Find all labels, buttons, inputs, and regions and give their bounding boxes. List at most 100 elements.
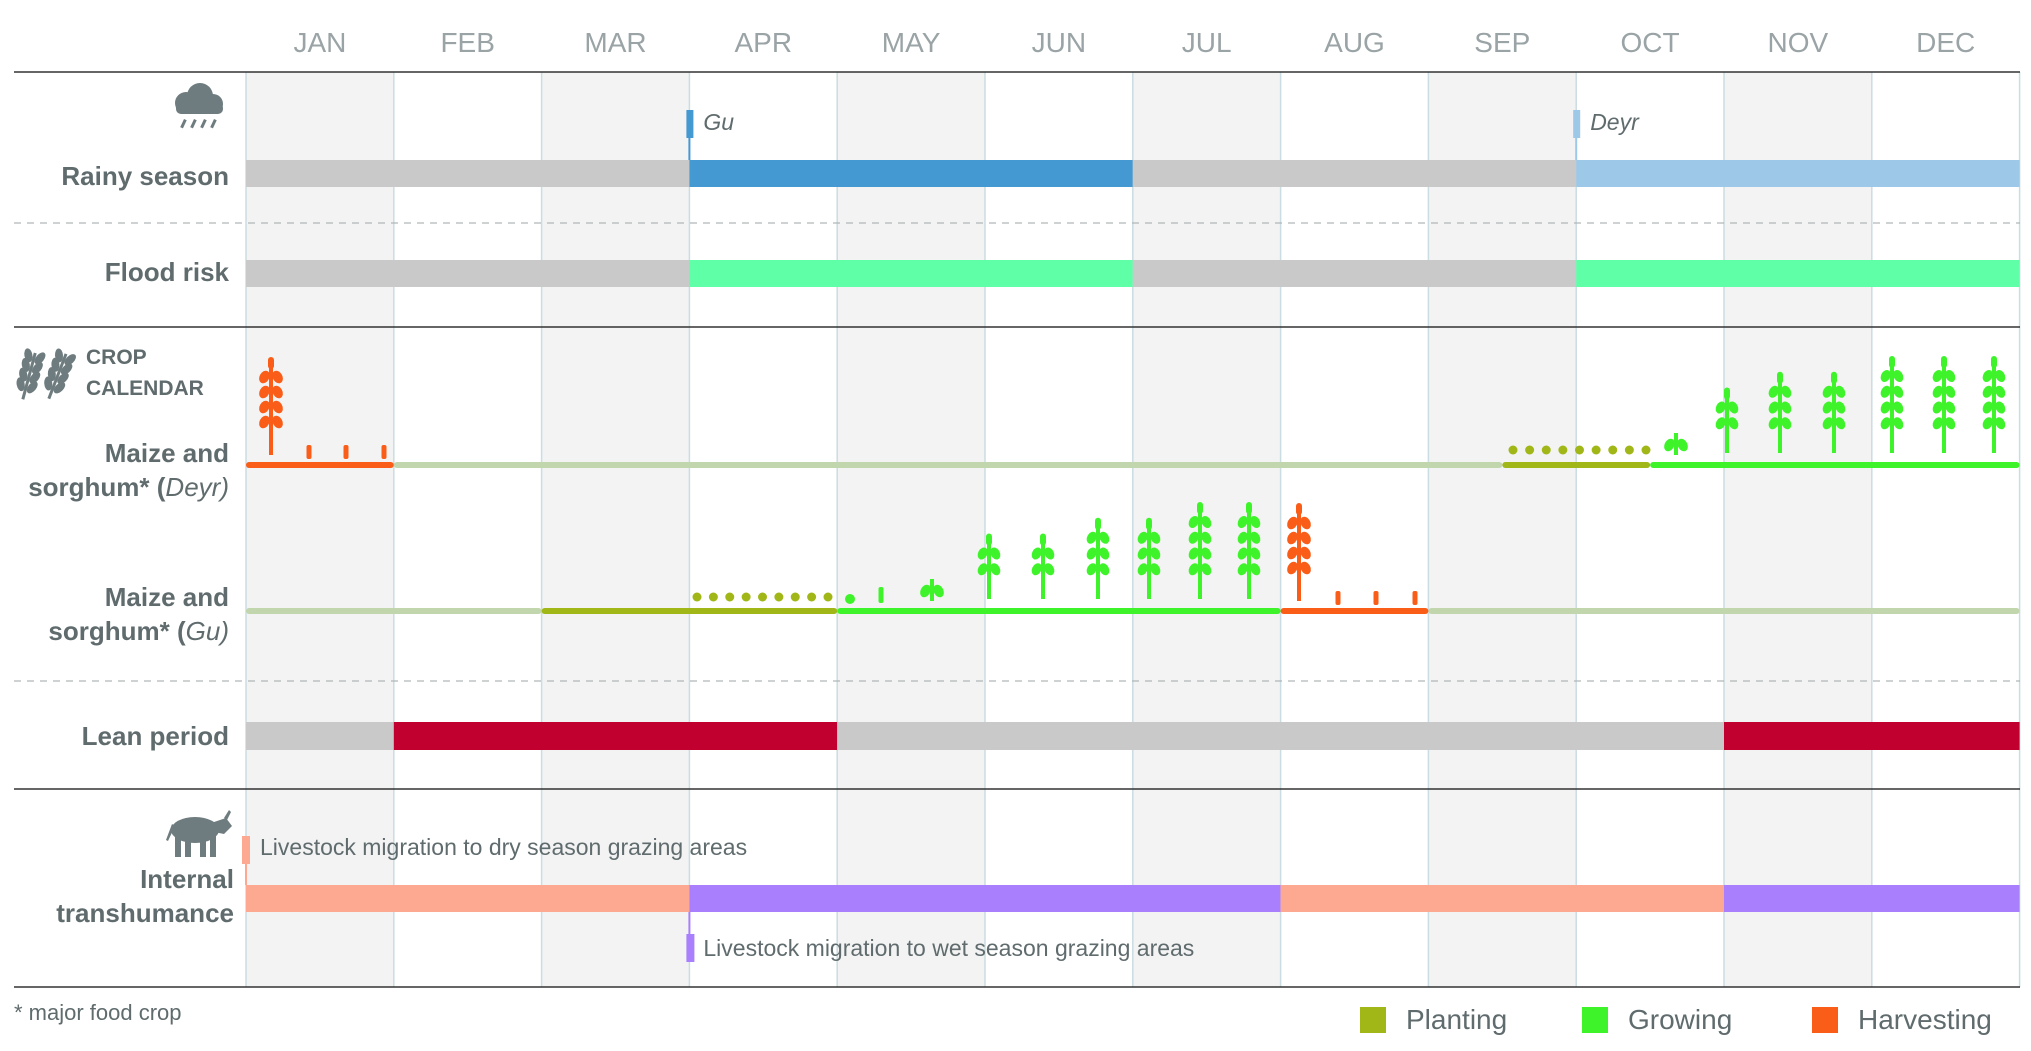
leaf-right bbox=[1995, 370, 2006, 382]
leaf-right bbox=[1044, 547, 1055, 560]
leaf-right bbox=[1893, 417, 1904, 430]
leaf-left bbox=[1086, 531, 1097, 544]
planting-dot bbox=[725, 592, 735, 602]
deyr-growing-plant-icon-2 bbox=[1715, 387, 1739, 453]
leaf-right bbox=[1728, 401, 1739, 414]
grain bbox=[44, 376, 53, 391]
gu-crop-label-text: sorghum* ( bbox=[48, 616, 186, 646]
deyr-harvest-ear-icon bbox=[259, 357, 283, 455]
deyr-stubble-1 bbox=[306, 445, 312, 459]
plant-tip bbox=[1777, 371, 1783, 384]
leaf-right bbox=[1945, 417, 1956, 430]
gu-harvest-ear-icon bbox=[1287, 503, 1311, 601]
leaf-left bbox=[259, 370, 270, 384]
month-shade-may bbox=[837, 72, 985, 987]
leaf-right bbox=[272, 370, 283, 384]
transhumance-wet-bar bbox=[689, 885, 1281, 912]
seedling-stem bbox=[930, 579, 934, 601]
planting-dot bbox=[708, 592, 718, 602]
leaf-right bbox=[1835, 417, 1846, 430]
month-shade-nov bbox=[1724, 72, 1872, 987]
planting-dot bbox=[692, 592, 702, 602]
deyr-marker bbox=[1573, 110, 1581, 138]
plant-stem bbox=[987, 541, 991, 599]
gu-growing-sprout-icon bbox=[878, 587, 884, 603]
cow-leg bbox=[210, 835, 216, 857]
deyr-crop-label-text: sorghum* ( bbox=[28, 472, 166, 502]
leaf-left bbox=[1822, 385, 1833, 398]
transhumance-label-line2: transhumance bbox=[56, 898, 234, 928]
leaf-left bbox=[1932, 370, 1943, 382]
leaf-left bbox=[1768, 401, 1779, 414]
leaf-right bbox=[990, 547, 1001, 560]
plant-stem bbox=[1890, 364, 1894, 453]
leaf-right bbox=[933, 584, 944, 598]
leaf-right bbox=[1995, 385, 2006, 398]
flood-risk-flood-bar bbox=[1576, 260, 2020, 287]
cow-icon bbox=[166, 810, 232, 857]
transhumance-dry-bar bbox=[1280, 885, 1724, 912]
gu-stubble-2 bbox=[1373, 591, 1379, 605]
wheat-icon bbox=[16, 348, 76, 400]
plant-stem bbox=[1147, 525, 1151, 599]
month-label-jun: JUN bbox=[1032, 27, 1086, 58]
leaf-left bbox=[1287, 546, 1298, 560]
leaf-right bbox=[272, 385, 283, 399]
leaf-left bbox=[1880, 401, 1891, 414]
leaf-right bbox=[1300, 546, 1311, 560]
leaf-right bbox=[1150, 563, 1161, 576]
transhumance-label: Internal transhumance bbox=[56, 862, 234, 930]
planting-dot bbox=[807, 592, 817, 602]
leaf-left bbox=[1031, 547, 1042, 560]
leaf-left bbox=[1768, 417, 1779, 430]
leaf-left bbox=[1188, 531, 1199, 544]
leaf-right bbox=[1781, 385, 1792, 398]
leaf-left bbox=[1982, 401, 1993, 414]
flood-risk-grey-bar bbox=[246, 260, 690, 287]
deyr-growing-plant-icon-7 bbox=[1982, 356, 2006, 453]
seed bbox=[845, 594, 855, 604]
harvesting-swatch bbox=[1812, 1007, 1838, 1033]
leaf-left bbox=[1137, 563, 1148, 576]
plant-stem bbox=[1942, 364, 1946, 453]
planting-dot bbox=[774, 592, 784, 602]
lean-period-lean-bar bbox=[393, 722, 838, 750]
rainy-season-label: Rainy season bbox=[61, 161, 229, 191]
leaf-right bbox=[272, 400, 283, 414]
month-shade-jan bbox=[246, 72, 394, 987]
planting-dot bbox=[790, 592, 800, 602]
leaf-right bbox=[1677, 438, 1688, 452]
rain-drop bbox=[210, 118, 217, 129]
leaf-right bbox=[1250, 547, 1261, 560]
legend-growing: Growing bbox=[1582, 1004, 1732, 1036]
grain bbox=[53, 382, 66, 394]
month-label-dec: DEC bbox=[1916, 27, 1975, 58]
leaf-right bbox=[1945, 370, 1956, 382]
leaf-right bbox=[1835, 385, 1846, 398]
leaf-right bbox=[1781, 401, 1792, 414]
plant-tip bbox=[1991, 356, 1997, 368]
leaf-left bbox=[1822, 417, 1833, 430]
stalk bbox=[47, 353, 68, 400]
leaf-right bbox=[1728, 417, 1739, 430]
plant-tip bbox=[1246, 502, 1252, 514]
wheat-stalk bbox=[16, 348, 46, 400]
planting-legend-label: Planting bbox=[1406, 1004, 1508, 1035]
leaf-right bbox=[1250, 563, 1261, 576]
leaf-right bbox=[1099, 563, 1110, 576]
plant-tip bbox=[1831, 371, 1837, 384]
transhumance-wet-bar bbox=[1724, 885, 2020, 912]
leaf-right bbox=[1099, 531, 1110, 544]
flood-risk-grey-bar bbox=[1132, 260, 1577, 287]
leaf-right bbox=[1250, 516, 1261, 528]
leaf-right bbox=[1995, 417, 2006, 430]
planting-dot bbox=[741, 592, 751, 602]
leaf-left bbox=[1188, 563, 1199, 576]
cow-leg bbox=[175, 835, 181, 857]
leaf-left bbox=[259, 415, 270, 429]
month-label-jul: JUL bbox=[1182, 27, 1232, 58]
deyr-crop-label: Maize and sorghum* (Deyr) bbox=[28, 436, 229, 504]
lean-period-grey-bar bbox=[837, 722, 1724, 750]
month-label-may: MAY bbox=[882, 27, 941, 58]
